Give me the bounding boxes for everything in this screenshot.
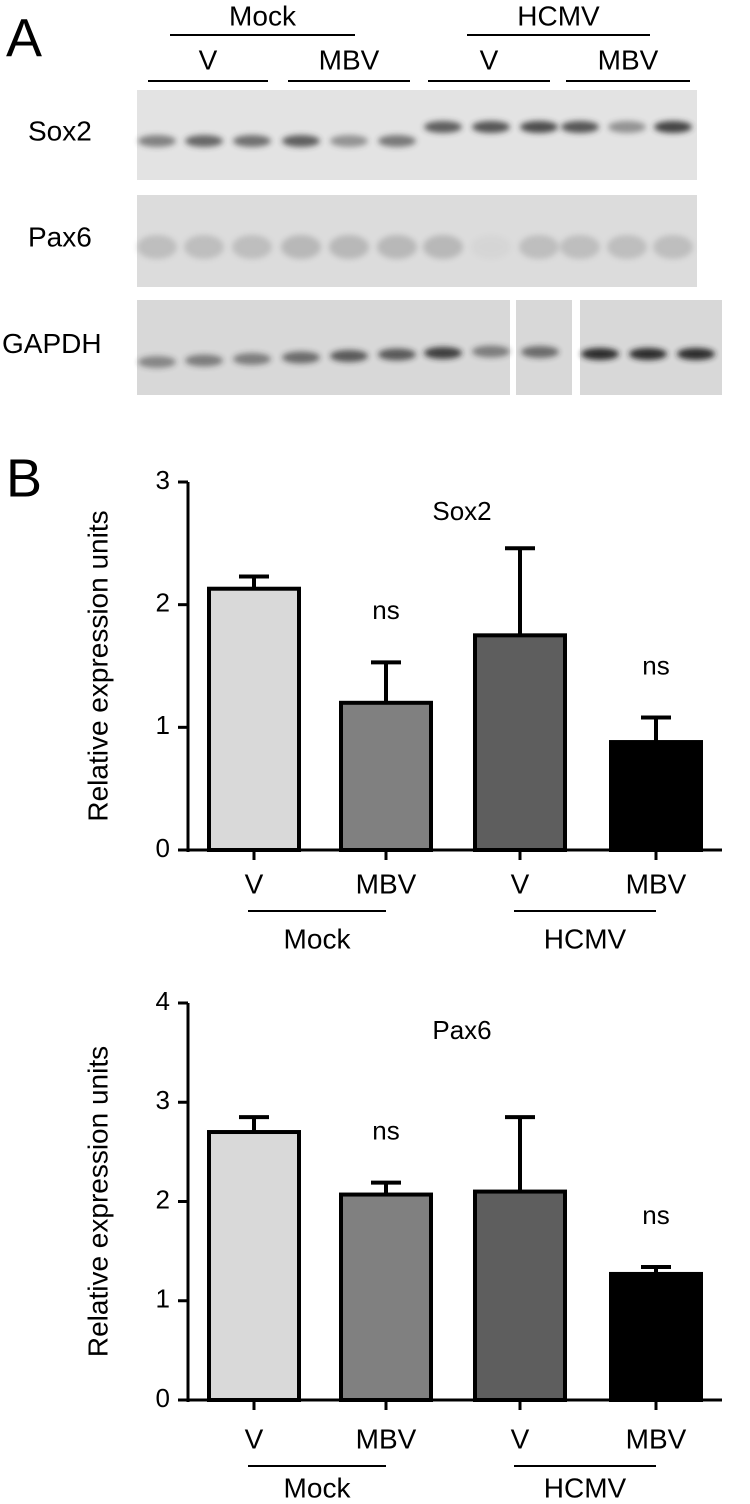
band <box>377 235 417 259</box>
y-tick-label: 3 <box>156 1085 170 1115</box>
panel-label: B <box>6 448 42 508</box>
band <box>378 135 416 147</box>
panel-label: A <box>6 8 42 68</box>
x-tick-label: V <box>245 1423 264 1454</box>
group-label: HCMV <box>544 923 627 954</box>
band <box>560 235 600 259</box>
band <box>677 348 715 360</box>
band <box>654 121 692 133</box>
band <box>471 235 511 259</box>
subgroup-label: MBV <box>598 44 659 75</box>
group-label: HCMV <box>517 0 600 31</box>
band <box>137 235 177 259</box>
row-label: Pax6 <box>28 221 92 252</box>
subgroup-label: V <box>480 44 499 75</box>
x-tick-label: V <box>511 1423 530 1454</box>
bar <box>207 1130 301 1403</box>
band <box>330 350 368 362</box>
y-tick-label: 0 <box>156 833 170 863</box>
x-tick-label: MBV <box>626 868 687 899</box>
band <box>519 235 559 259</box>
y-axis-label: Relative expression units <box>82 510 113 821</box>
group-label: Mock <box>284 1472 352 1503</box>
band <box>561 121 599 133</box>
band <box>329 235 369 259</box>
y-tick-label: 2 <box>156 1184 170 1214</box>
band <box>282 351 320 364</box>
group-label: HCMV <box>544 1472 627 1503</box>
gel-panel: Mock HCMV V MBV V MBV Sox2 Pax6 GAPDH <box>2 0 722 395</box>
y-tick-label: 0 <box>156 1383 170 1413</box>
band <box>232 235 272 259</box>
subgroup-label: MBV <box>319 44 380 75</box>
subgroup-label: V <box>199 44 218 75</box>
band <box>653 235 693 259</box>
band <box>378 348 416 361</box>
bar <box>339 700 433 852</box>
band <box>233 135 271 147</box>
y-tick-label: 4 <box>156 986 170 1016</box>
x-tick-label: MBV <box>356 868 417 899</box>
bar <box>207 586 301 852</box>
band <box>424 347 462 359</box>
band <box>281 235 321 259</box>
y-tick-label: 1 <box>156 710 170 740</box>
band <box>608 121 646 133</box>
y-axis-label: Relative expression units <box>82 1046 113 1357</box>
band <box>423 235 463 259</box>
band <box>330 135 368 147</box>
band <box>185 354 223 367</box>
row-label: Sox2 <box>28 115 92 146</box>
band <box>472 345 510 358</box>
chart-title: Sox2 <box>432 496 491 526</box>
bar <box>609 740 703 853</box>
x-tick-label: V <box>245 868 264 899</box>
band <box>233 353 271 365</box>
band <box>138 356 176 368</box>
bar <box>473 1189 567 1402</box>
group-label: Mock <box>229 0 297 31</box>
significance-label: ns <box>372 595 399 625</box>
y-tick-label: 2 <box>156 588 170 618</box>
band <box>629 348 667 360</box>
band <box>424 121 462 133</box>
chart-title: Pax6 <box>432 1015 491 1045</box>
x-tick-label: MBV <box>356 1423 417 1454</box>
gel-image <box>137 90 697 180</box>
band <box>138 135 176 147</box>
x-tick-label: V <box>511 868 530 899</box>
band <box>607 235 647 259</box>
band <box>184 235 224 259</box>
y-tick-label: 1 <box>156 1284 170 1314</box>
band <box>185 135 223 147</box>
band <box>520 121 558 133</box>
x-tick-label: MBV <box>626 1423 687 1454</box>
significance-label: ns <box>372 1116 399 1146</box>
band <box>472 121 510 133</box>
band <box>581 348 619 360</box>
significance-label: ns <box>642 650 669 680</box>
gel-image <box>137 195 697 287</box>
band <box>521 346 559 358</box>
band <box>282 135 320 147</box>
significance-label: ns <box>642 1200 669 1230</box>
row-label: GAPDH <box>2 328 102 359</box>
gel-image <box>580 300 722 395</box>
bar <box>473 633 567 852</box>
bar <box>339 1192 433 1402</box>
y-tick-label: 3 <box>156 465 170 495</box>
group-label: Mock <box>284 923 352 954</box>
gel-image <box>137 300 510 395</box>
bar <box>609 1271 703 1403</box>
